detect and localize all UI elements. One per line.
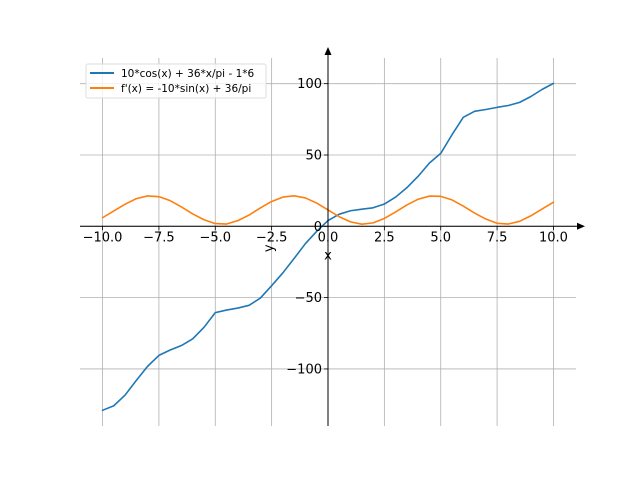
x-tick-label-1: −7.5 (143, 230, 175, 245)
y-tick-label-1: −50 (295, 291, 322, 306)
y-axis-label: y (262, 244, 277, 252)
legend-label-series-1: 10*cos(x) + 36*x/pi - 1*6 (121, 68, 254, 80)
tick-labels: −10.0 −7.5 −5.0 −2.5 0.0 2.5 5.0 7.5 10.0 −100 −50… (83, 77, 568, 377)
x-tick-label-7: 7.5 (487, 230, 508, 245)
x-tick-label-2: −5.0 (199, 230, 231, 245)
legend-label-series-2: f'(x) = -10*sin(x) + 36/pi (121, 83, 251, 95)
y-tick-label-0: −100 (286, 362, 322, 377)
y-tick-label-4: 100 (297, 77, 322, 92)
axes (80, 47, 585, 426)
x-axis-arrow (577, 222, 585, 230)
x-tick-label-6: 5.0 (430, 230, 451, 245)
tick-marks (102, 83, 554, 370)
x-tick-label-4: 0.0 (318, 230, 339, 245)
y-tick-label-3: 50 (305, 148, 322, 163)
y-axis-arrow (324, 47, 332, 55)
y-tick-label-2: 0 (314, 220, 322, 235)
legend-frame (85, 63, 267, 99)
x-axis-label: x (324, 248, 332, 263)
x-tick-label-5: 2.5 (374, 230, 395, 245)
x-tick-label-8: 10.0 (539, 230, 568, 245)
legend: 10*cos(x) + 36*x/pi - 1*6 f'(x) = -10*si… (85, 63, 267, 99)
x-tick-label-0: −10.0 (83, 230, 123, 245)
x-tick-label-3: −2.5 (256, 230, 288, 245)
